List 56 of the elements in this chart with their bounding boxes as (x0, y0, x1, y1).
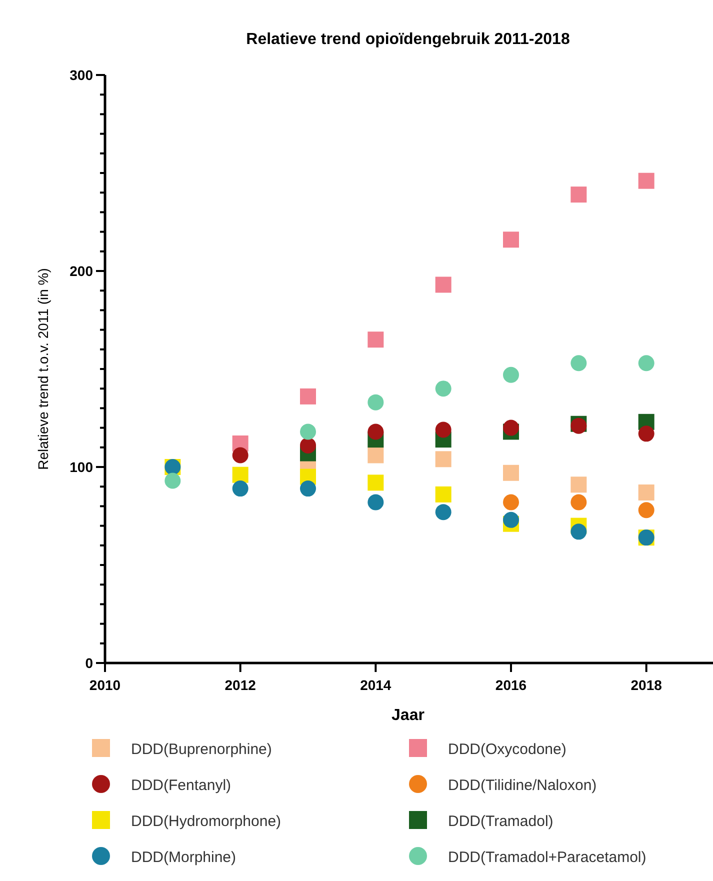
y-tick-label: 200 (70, 263, 94, 279)
chart-title: Relatieve trend opioïdengebruik 2011-2018 (246, 31, 570, 48)
point (300, 437, 316, 454)
point (232, 447, 248, 464)
point (164, 472, 181, 489)
point (435, 486, 452, 502)
point (638, 355, 654, 372)
point (503, 420, 519, 436)
legend-label: DDD(Buprenorphine) (131, 741, 272, 758)
point (368, 424, 384, 440)
point (570, 355, 587, 372)
legend-label: DDD(Hydromorphone) (131, 813, 282, 830)
point (503, 366, 519, 383)
legend-label: DDD(Morphine) (131, 849, 236, 866)
y-tick-label: 100 (70, 459, 94, 475)
legend-label: DDD(Oxycodone) (448, 741, 566, 758)
point (232, 466, 248, 483)
x-tick-label: 2016 (495, 677, 527, 693)
point (300, 480, 316, 497)
point (503, 512, 519, 528)
point (435, 422, 452, 438)
point (570, 476, 587, 493)
y-tick-label: 300 (70, 67, 94, 83)
legend-label: DDD(Tramadol+Paracetamol) (448, 849, 646, 866)
point (638, 426, 654, 442)
point (368, 394, 384, 410)
y-tick-label: 0 (85, 655, 94, 671)
point (570, 524, 587, 540)
point (300, 388, 316, 404)
y-axis-title: Relatieve trend t.o.v. 2011 (in %) (35, 268, 51, 470)
x-tick-label: 2018 (630, 677, 662, 693)
x-tick-label: 2014 (360, 677, 392, 693)
point (435, 380, 452, 397)
point (435, 276, 452, 293)
legend-label: DDD(Fentanyl) (131, 777, 232, 794)
point (435, 504, 452, 520)
x-axis-title: Jaar (392, 707, 424, 724)
point (570, 494, 587, 510)
point (435, 451, 452, 468)
point (232, 480, 248, 497)
point (368, 474, 384, 491)
point (368, 332, 384, 348)
point (300, 424, 316, 440)
legend-label: DDD(Tilidine/Naloxon) (448, 777, 597, 794)
point (638, 172, 654, 189)
point (503, 464, 519, 481)
point (638, 502, 654, 518)
point (368, 447, 384, 464)
point (368, 494, 384, 510)
point (503, 232, 519, 248)
point (638, 484, 654, 500)
point (570, 186, 587, 203)
point (503, 494, 519, 510)
x-tick-label: 2012 (224, 677, 256, 693)
x-tick-label: 2010 (89, 677, 121, 693)
legend-label: DDD(Tramadol) (448, 813, 554, 830)
